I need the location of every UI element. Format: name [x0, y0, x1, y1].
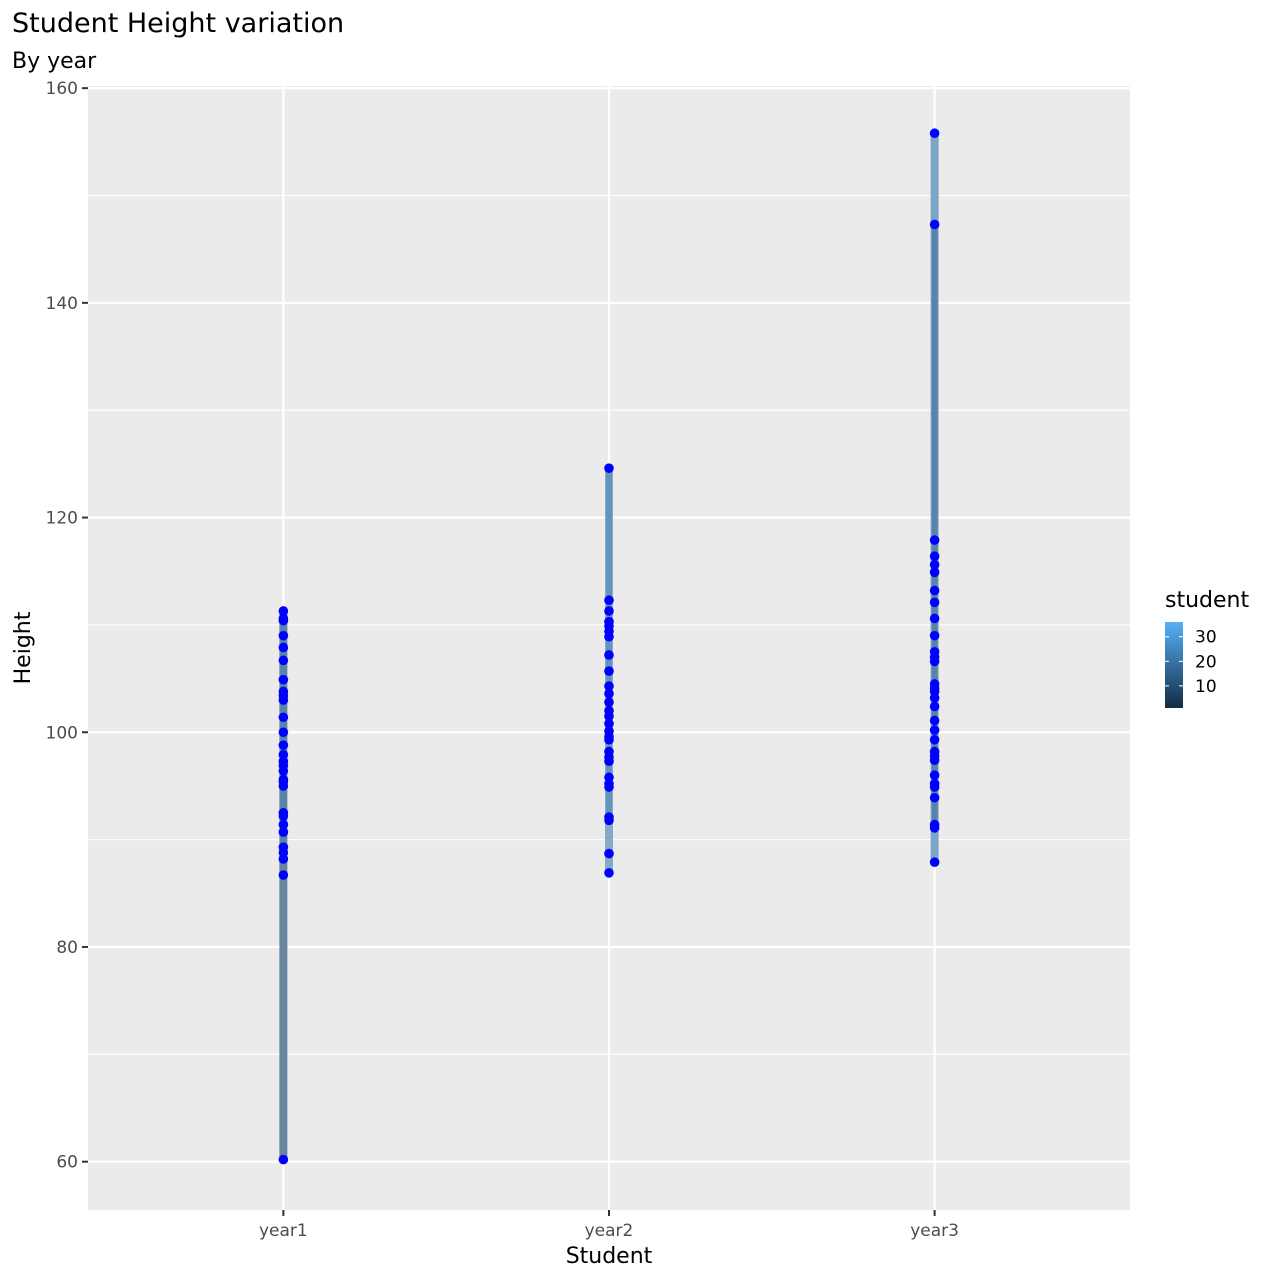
- data-point: [604, 697, 614, 708]
- data-point: [929, 693, 940, 703]
- data-point: [929, 792, 940, 803]
- data-point: [604, 718, 614, 729]
- chart-subtitle: By year: [12, 49, 97, 74]
- data-point: [929, 630, 940, 641]
- data-point: [929, 857, 940, 867]
- data-point: [278, 827, 289, 837]
- data-point: [278, 766, 289, 776]
- data-points: [278, 128, 940, 1165]
- data-point: [278, 642, 289, 653]
- data-point: [929, 770, 940, 781]
- data-point: [929, 701, 940, 712]
- data-point: [929, 535, 940, 545]
- x-axis-title: Student: [566, 1244, 653, 1269]
- chart-title: Student Height variation: [12, 8, 344, 39]
- data-point: [929, 734, 940, 745]
- data-point: [604, 815, 614, 826]
- y-tick-label: 140: [46, 294, 78, 314]
- data-point: [604, 868, 614, 878]
- legend-tick-label: 20: [1195, 652, 1217, 672]
- axes: 60 80 100 120 140 160 year1 year2 year3: [46, 79, 959, 1241]
- data-point: [604, 711, 614, 721]
- data-point: [604, 756, 614, 767]
- legend-colorbar: [1165, 622, 1183, 708]
- data-point: [604, 463, 614, 473]
- data-point: [278, 854, 289, 864]
- y-tick-label: 80: [56, 938, 78, 958]
- data-point: [929, 597, 940, 608]
- data-point: [278, 615, 289, 626]
- data-point: [604, 782, 614, 792]
- data-point: [929, 613, 940, 624]
- y-tick-label: 60: [56, 1153, 78, 1173]
- data-point: [278, 727, 289, 738]
- x-tick-label: year2: [585, 1221, 634, 1241]
- data-point: [604, 595, 614, 606]
- x-tick-label: year1: [259, 1221, 308, 1241]
- data-point: [278, 819, 289, 830]
- y-tick-label: 160: [46, 79, 78, 99]
- data-point: [929, 560, 940, 570]
- x-tick-label: year3: [910, 1221, 959, 1241]
- data-point: [278, 674, 289, 685]
- data-point: [929, 551, 940, 562]
- data-point: [929, 715, 940, 726]
- data-point: [278, 630, 289, 641]
- data-point: [278, 712, 289, 723]
- data-point: [929, 585, 940, 596]
- data-point: [278, 781, 289, 791]
- legend-tick-label: 10: [1195, 677, 1217, 697]
- data-point: [278, 870, 289, 880]
- y-tick-label: 120: [46, 509, 78, 529]
- data-point: [278, 695, 289, 705]
- data-point: [929, 782, 940, 792]
- data-point: [278, 1154, 289, 1165]
- data-point: [604, 606, 614, 616]
- data-point: [929, 755, 940, 765]
- data-point: [929, 567, 940, 578]
- data-point: [929, 823, 940, 833]
- data-point: [278, 655, 289, 666]
- legend-tick-label: 30: [1195, 628, 1217, 648]
- data-point: [929, 725, 940, 735]
- data-point: [604, 848, 614, 859]
- data-point: [604, 681, 614, 691]
- data-point: [604, 650, 614, 660]
- data-point: [929, 656, 940, 667]
- data-point: [278, 811, 289, 821]
- y-axis-title: Height: [11, 611, 36, 684]
- data-point: [604, 666, 614, 676]
- legend: student 10 20 30: [1165, 588, 1249, 708]
- data-point: [604, 631, 614, 642]
- data-point: [278, 606, 289, 616]
- data-point: [929, 219, 940, 230]
- y-tick-label: 100: [46, 723, 78, 743]
- data-point: [929, 128, 940, 139]
- data-point: [278, 740, 289, 750]
- legend-title: student: [1165, 588, 1249, 613]
- data-point: [604, 734, 614, 745]
- data-point: [604, 688, 614, 699]
